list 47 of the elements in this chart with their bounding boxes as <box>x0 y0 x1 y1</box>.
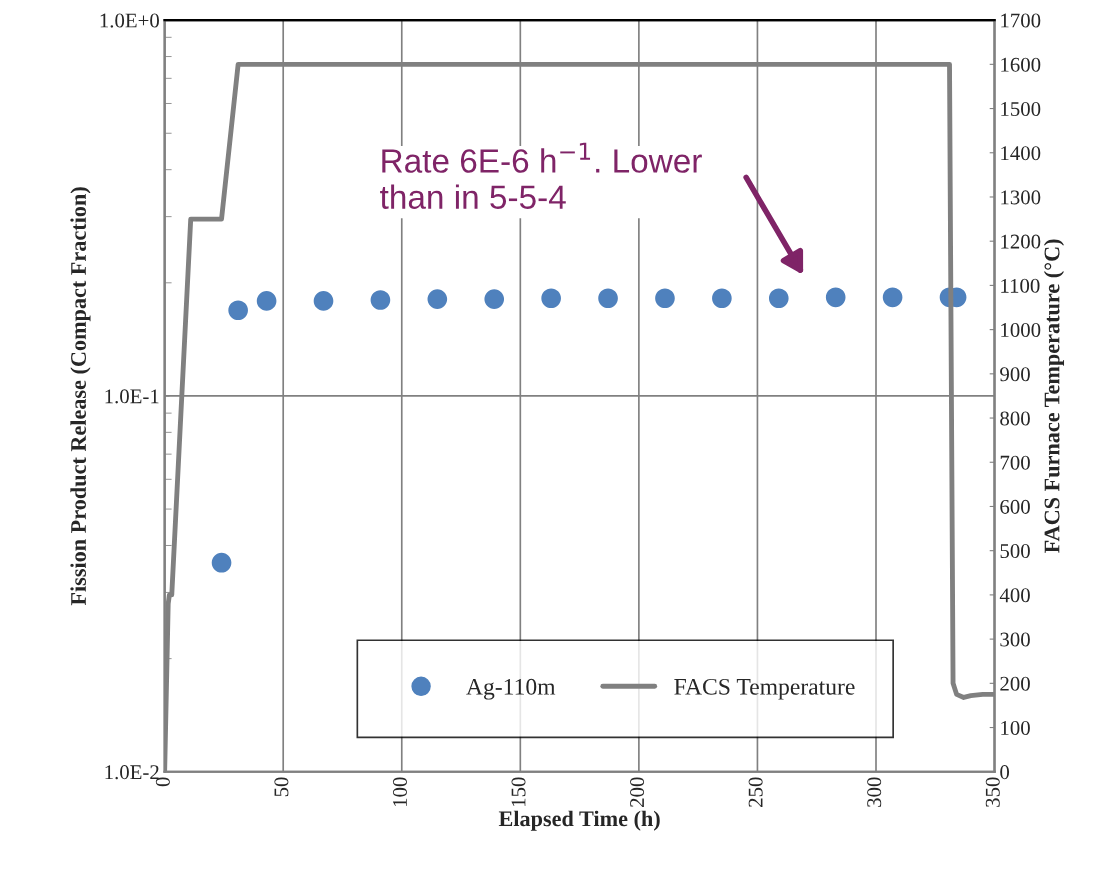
point <box>228 300 248 321</box>
y-axis-title: Fission Product Release (Compact Fraction) <box>70 187 91 606</box>
point <box>484 289 505 309</box>
legend-label: FACS Temperature <box>674 678 855 700</box>
point <box>882 287 903 308</box>
y2-tick-label: 300 <box>1000 632 1030 647</box>
x-tick-label: 100 <box>392 777 407 807</box>
point <box>655 288 675 309</box>
y2-tick-label: 0 <box>1000 765 1010 780</box>
point <box>370 290 391 310</box>
x-tick-label: 300 <box>867 777 882 807</box>
point <box>541 288 561 309</box>
y2-axis-title: FACS Furnace Temperature (°C) <box>1043 239 1065 553</box>
x-tick-label: 350 <box>985 777 1000 807</box>
point <box>211 552 232 573</box>
y-tick-label: 1.0E+0 <box>100 13 159 28</box>
point <box>598 288 618 309</box>
x-tick-label: 200 <box>630 777 645 807</box>
y2-tick-label: 1500 <box>1001 101 1041 116</box>
y2-tick-label: 500 <box>1000 544 1030 559</box>
y2-tick-label: 1700 <box>1001 13 1041 28</box>
y2-tick-label: 1400 <box>1001 146 1041 161</box>
x-tick-label: 150 <box>511 777 526 807</box>
y2-tick-label: 700 <box>1000 455 1030 470</box>
y2-tick-label: 100 <box>1001 720 1030 735</box>
point <box>427 289 448 309</box>
y2-tick-label: 200 <box>1000 676 1030 691</box>
y2-tick-label: 900 <box>1000 367 1030 382</box>
y2-tick-label: 800 <box>1000 411 1030 426</box>
point <box>712 288 732 309</box>
y2-tick-label: 400 <box>999 588 1030 603</box>
y2-tick-label: 1000 <box>1001 322 1041 338</box>
y2-tick-label: 1600 <box>1001 57 1041 72</box>
point <box>825 287 846 308</box>
y2-tick-label: 1100 <box>1001 278 1040 293</box>
point <box>768 288 789 309</box>
x-tick-label: 50 <box>274 777 289 797</box>
legend-label: Ag-110m <box>466 678 556 700</box>
y2-tick-label: 1200 <box>1001 234 1041 249</box>
x-axis-title: Elapsed Time (h) <box>498 810 660 831</box>
annotation: Rate 6E-6 h$^{−1}$. Lower than in 5-5-4 <box>380 142 702 209</box>
y2-tick-label: 600 <box>1000 499 1030 514</box>
y2-tick-label: 1300 <box>1001 190 1041 205</box>
x-tick-label: 250 <box>748 777 763 807</box>
point <box>313 291 334 311</box>
y-tick-label: 1.0E-1 <box>105 389 159 404</box>
point <box>256 291 277 311</box>
